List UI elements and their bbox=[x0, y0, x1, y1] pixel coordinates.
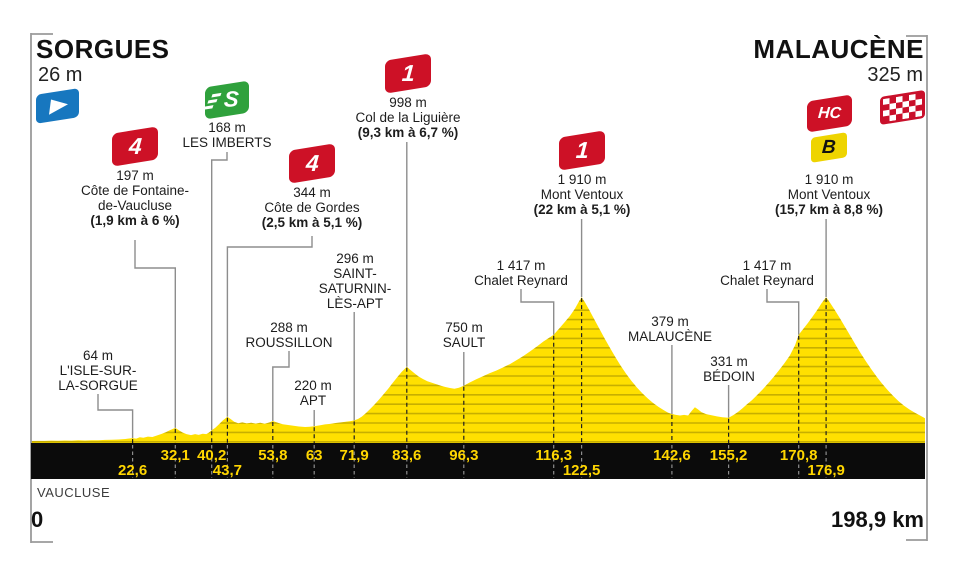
waypoint-name: LÈS-APT bbox=[326, 296, 384, 311]
waypoint-name: L'ISLE-SUR- bbox=[59, 363, 137, 378]
waypoint-elevation: 344 m bbox=[293, 185, 331, 200]
finish-flag-icon bbox=[878, 88, 928, 130]
km-marker: 170,8 bbox=[779, 447, 818, 464]
waypoint-elevation: 197 m bbox=[116, 168, 154, 183]
leader-line bbox=[97, 394, 134, 439]
leader-line bbox=[272, 351, 290, 421]
waypoint-label: 64 m L'ISLE-SUR- LA-SORGUE bbox=[58, 348, 138, 393]
waypoint-label: 296 m SAINT- SATURNIN- LÈS-APT bbox=[319, 251, 392, 311]
km-marker: 63 bbox=[305, 447, 323, 464]
start-km-label: 0 bbox=[31, 507, 44, 532]
waypoint-label: 750 m SAULT bbox=[443, 320, 486, 350]
km-marker: 32,1 bbox=[160, 447, 190, 464]
km-marker: 122,5 bbox=[562, 462, 601, 479]
km-marker: 116,3 bbox=[535, 447, 573, 464]
waypoint-label: 220 m APT bbox=[294, 378, 332, 408]
leader-line bbox=[211, 152, 228, 431]
waypoint-elevation: 288 m bbox=[270, 320, 308, 335]
waypoint-name: LA-SORGUE bbox=[58, 378, 138, 393]
waypoint-name: Chalet Reynard bbox=[474, 273, 568, 288]
start-town-elevation: 26 m bbox=[38, 64, 83, 86]
waypoint-elevation: 331 m bbox=[710, 354, 748, 369]
km-marker: 71,9 bbox=[339, 447, 369, 464]
waypoint-name: Col de la Liguière bbox=[355, 110, 461, 125]
climb-stats: (2,5 km à 5,1 %) bbox=[261, 215, 363, 230]
waypoint-label: 998 m Col de la Liguière (9,3 km à 6,7 %) bbox=[355, 95, 460, 140]
finish-town-name: MALAUCÈNE bbox=[753, 34, 924, 64]
waypoint-elevation: 64 m bbox=[82, 348, 113, 363]
waypoint-elevation: 998 m bbox=[389, 95, 427, 110]
waypoint-label: 379 m MALAUCÈNE bbox=[628, 314, 712, 344]
waypoint-label: 1 417 m Chalet Reynard bbox=[720, 258, 814, 288]
waypoint-name: SAINT- bbox=[333, 266, 377, 281]
waypoint-elevation: 1 910 m bbox=[557, 172, 607, 187]
waypoint-label: 288 m ROUSSILLON bbox=[245, 320, 332, 350]
waypoint-name: SATURNIN- bbox=[318, 281, 392, 296]
leader-line bbox=[226, 236, 313, 417]
waypoint-name: MALAUCÈNE bbox=[627, 329, 713, 344]
waypoint-elevation: 296 m bbox=[336, 251, 374, 266]
waypoint-name: Côte de Fontaine- bbox=[80, 183, 190, 198]
finish-town-elevation: 325 m bbox=[867, 64, 923, 86]
start-town-name: SORGUES bbox=[36, 34, 170, 64]
waypoint-elevation: 220 m bbox=[294, 378, 332, 393]
waypoint-elevation: 1 417 m bbox=[742, 258, 792, 273]
km-marker: 83,6 bbox=[392, 447, 422, 464]
distance-bar: 22,6 32,1 40,2 43,7 53,8 63 71,9 83,6 96,3 116,3 1… bbox=[31, 443, 925, 479]
waypoint-name: Mont Ventoux bbox=[540, 187, 624, 202]
waypoint-label: 344 m Côte de Gordes (2,5 km à 5,1 %) bbox=[262, 185, 363, 230]
waypoint-elevation: 168 m bbox=[208, 120, 246, 135]
waypoint-label: 1 910 m Mont Ventoux (22 km à 5,1 %) bbox=[534, 172, 631, 217]
climb-stats: (15,7 km à 8,8 %) bbox=[774, 202, 884, 217]
waypoint-label: 331 m BÉDOIN bbox=[703, 354, 755, 384]
climb-stats: (1,9 km à 6 %) bbox=[90, 213, 180, 228]
waypoint-label: 168 m LES IMBERTS bbox=[182, 120, 271, 150]
elevation-profile-area bbox=[31, 297, 925, 443]
waypoint-name: BÉDOIN bbox=[703, 369, 755, 384]
waypoint-name: APT bbox=[299, 393, 327, 408]
waypoint-elevation: 379 m bbox=[651, 314, 689, 329]
km-marker: 53,8 bbox=[258, 447, 288, 464]
km-marker: 96,3 bbox=[449, 447, 479, 464]
km-marker: 40,2 bbox=[197, 447, 227, 464]
waypoint-elevation: 1 417 m bbox=[496, 258, 546, 273]
km-marker: 176,9 bbox=[807, 462, 845, 479]
region-label: VAUCLUSE bbox=[37, 485, 111, 500]
waypoint-name: Côte de Gordes bbox=[264, 200, 360, 215]
start-flag-icon bbox=[34, 86, 84, 128]
waypoint-name: de-Vaucluse bbox=[97, 198, 173, 213]
km-marker: 22,6 bbox=[117, 462, 148, 479]
waypoint-elevation: 1 910 m bbox=[804, 172, 854, 187]
waypoint-name: Mont Ventoux bbox=[787, 187, 871, 202]
waypoint-label: 1 417 m Chalet Reynard bbox=[474, 258, 568, 288]
leader-line bbox=[766, 289, 800, 335]
waypoint-name: Chalet Reynard bbox=[720, 273, 814, 288]
distance-bar-bg bbox=[31, 443, 925, 479]
waypoint-label: 197 m Côte de Fontaine-de-Vaucluse (1,9 km… bbox=[81, 168, 189, 228]
waypoint-label: 1 910 m Mont Ventoux (15,7 km à 8,8 %) bbox=[775, 172, 883, 217]
km-marker: 142,6 bbox=[653, 447, 691, 464]
waypoint-name: ROUSSILLON bbox=[245, 335, 333, 350]
climb-stats: (22 km à 5,1 %) bbox=[533, 202, 631, 217]
km-marker: 155,2 bbox=[709, 447, 748, 464]
km-marker: 43,7 bbox=[212, 462, 243, 479]
waypoint-elevation: 750 m bbox=[445, 320, 483, 335]
leader-line bbox=[134, 240, 176, 428]
waypoint-name: SAULT bbox=[442, 335, 486, 350]
frame-lines bbox=[30, 33, 928, 543]
leader-line bbox=[520, 289, 555, 335]
waypoint-name: LES IMBERTS bbox=[182, 135, 272, 150]
total-distance-label: 198,9 km bbox=[831, 507, 924, 532]
climb-stats: (9,3 km à 6,7 %) bbox=[357, 125, 459, 140]
